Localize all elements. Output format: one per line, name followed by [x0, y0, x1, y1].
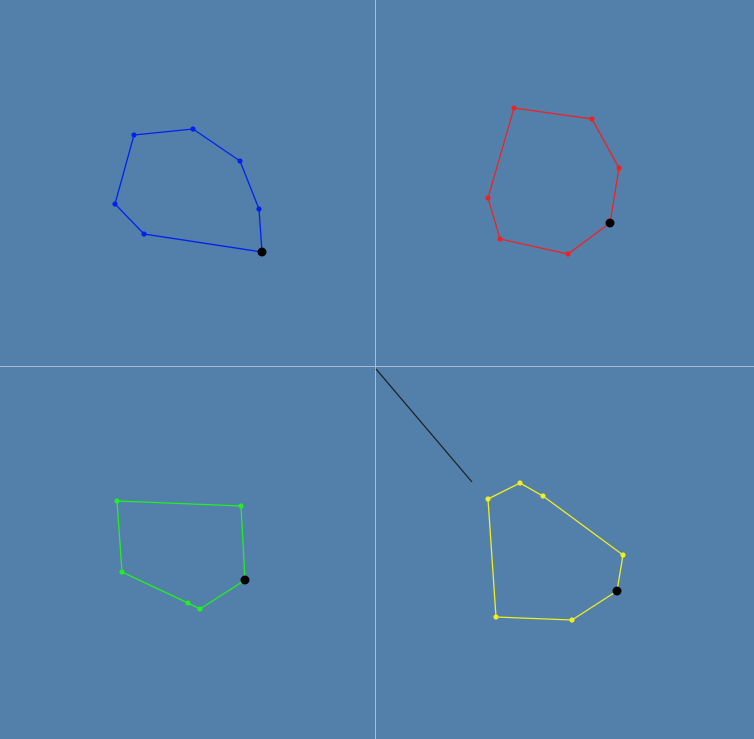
polygon-green-vertex[interactable] — [185, 600, 191, 606]
polygon-red-vertex[interactable] — [616, 165, 622, 171]
polygon-yellow-outline[interactable] — [487, 482, 624, 621]
connector-line — [375, 368, 473, 483]
polygon-yellow[interactable] — [485, 480, 626, 623]
shapes-layer — [112, 105, 626, 623]
polygon-green-vertex[interactable] — [238, 503, 244, 509]
polygon-blue-vertex[interactable] — [141, 231, 147, 237]
polygon-yellow-vertex[interactable] — [517, 480, 523, 486]
polygon-red-outline[interactable] — [487, 107, 620, 255]
polygon-green[interactable] — [114, 498, 250, 612]
polygon-green-vertex[interactable] — [119, 569, 125, 575]
polygon-red-handle[interactable] — [605, 218, 615, 228]
polygon-yellow-vertex[interactable] — [569, 617, 575, 623]
polygon-blue[interactable] — [112, 126, 267, 257]
polygon-blue-vertex[interactable] — [112, 201, 118, 207]
polygon-yellow-handle[interactable] — [612, 586, 622, 596]
polygon-blue-vertex[interactable] — [190, 126, 196, 132]
polygon-yellow-vertex[interactable] — [620, 552, 626, 558]
polygon-green-vertex[interactable] — [197, 606, 203, 612]
polygon-yellow-vertex[interactable] — [485, 496, 491, 502]
polygon-red[interactable] — [485, 105, 622, 257]
polygon-yellow-vertex[interactable] — [493, 614, 499, 620]
polygon-red-vertex[interactable] — [589, 116, 595, 122]
polygon-red-vertex[interactable] — [485, 195, 491, 201]
polygon-red-vertex[interactable] — [497, 236, 503, 242]
polygon-blue-vertex[interactable] — [131, 132, 137, 138]
polygon-green-vertex[interactable] — [114, 498, 120, 504]
polygon-blue-vertex[interactable] — [237, 158, 243, 164]
polygon-blue-vertex[interactable] — [256, 206, 262, 212]
polygon-blue-handle[interactable] — [257, 247, 267, 257]
polygon-green-handle[interactable] — [240, 575, 250, 585]
polygon-red-vertex[interactable] — [511, 105, 517, 111]
polygon-red-vertex[interactable] — [565, 251, 571, 257]
polygon-yellow-vertex[interactable] — [540, 493, 546, 499]
polygon-blue-outline[interactable] — [114, 128, 263, 253]
